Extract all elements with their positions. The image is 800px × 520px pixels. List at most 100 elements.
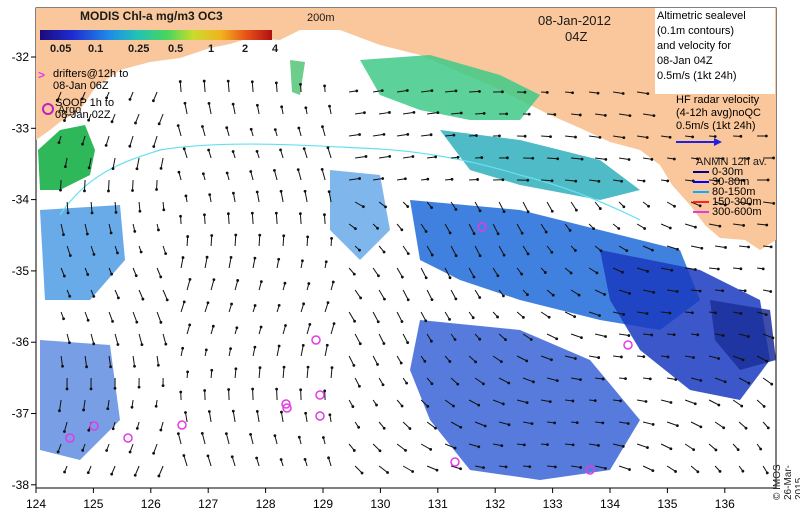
velocity-arrow-head — [501, 402, 505, 406]
velocity-arrow-head — [232, 191, 235, 195]
velocity-arrow — [402, 245, 409, 254]
velocity-arrow — [160, 157, 164, 169]
velocity-arrow — [546, 201, 553, 212]
velocity-arrow — [64, 157, 68, 167]
velocity-arrow-head — [424, 276, 428, 280]
velocity-arrow — [90, 333, 95, 344]
velocity-arrow — [474, 377, 484, 385]
velocity-arrow — [540, 311, 550, 318]
velocity-arrow-head — [448, 317, 451, 321]
velocity-arrow — [667, 289, 678, 292]
velocity-arrow-head — [622, 313, 626, 316]
velocity-arrow-head — [651, 423, 655, 426]
velocity-arrow-head — [766, 178, 770, 182]
velocity-arrow-head — [478, 296, 482, 299]
velocity-arrow — [420, 399, 429, 407]
velocity-arrow-head — [650, 333, 654, 337]
velocity-arrow-head — [182, 300, 186, 304]
velocity-arrow-head — [308, 322, 312, 326]
velocity-arrow-head — [718, 224, 722, 228]
velocity-arrow-head — [282, 234, 286, 238]
velocity-arrow — [690, 421, 702, 428]
velocity-arrow-head — [299, 388, 303, 392]
velocity-arrow — [355, 155, 367, 159]
velocity-arrow — [186, 236, 189, 247]
velocity-arrow-head — [666, 355, 670, 359]
velocity-arrow-head — [116, 296, 120, 300]
velocity-arrow-head — [134, 121, 137, 125]
velocity-arrow-head — [353, 319, 356, 323]
velocity-arrow-head — [604, 158, 608, 161]
velocity-arrow-head — [274, 81, 278, 85]
velocity-arrow-head — [280, 105, 284, 109]
velocity-arrow-head — [104, 143, 108, 147]
velocity-arrow — [90, 245, 95, 255]
velocity-arrow — [619, 333, 629, 337]
velocity-arrow — [273, 170, 278, 181]
velocity-arrow-head — [382, 426, 386, 430]
velocity-arrow-head — [543, 271, 547, 274]
velocity-arrow — [402, 465, 413, 472]
drifters-legend-line-0: drifters@12h to — [53, 68, 129, 80]
velocity-arrow-head — [186, 235, 190, 238]
velocity-arrow — [299, 213, 302, 225]
velocity-arrow-head — [113, 386, 117, 390]
velocity-arrow-head — [405, 381, 409, 385]
velocity-arrow-head — [155, 188, 158, 191]
velocity-arrow-head — [92, 252, 96, 256]
velocity-arrow — [300, 345, 304, 357]
velocity-arrow — [328, 457, 332, 467]
velocity-arrow — [450, 377, 459, 385]
velocity-arrow-head — [207, 148, 211, 152]
altimetry-legend-line-2: and velocity for — [657, 40, 731, 52]
velocity-arrow — [162, 333, 167, 345]
velocity-arrow — [546, 377, 558, 382]
velocity-arrow-head — [483, 424, 487, 428]
velocity-arrow-head — [255, 103, 259, 107]
velocity-arrow-head — [642, 179, 646, 183]
velocity-arrow-head — [646, 446, 649, 449]
velocity-arrow — [715, 245, 726, 248]
velocity-arrow — [204, 302, 209, 313]
velocity-arrow-head — [68, 341, 71, 345]
velocity-arrow — [690, 201, 701, 207]
velocity-arrow-head — [699, 379, 703, 382]
velocity-arrow — [708, 355, 719, 360]
velocity-arrow-head — [454, 89, 458, 93]
velocity-arrow-head — [426, 404, 430, 408]
y-tick-label: -36 — [12, 335, 30, 349]
velocity-arrow-head — [651, 248, 654, 252]
velocity-arrow-head — [307, 282, 311, 285]
velocity-arrow — [280, 411, 284, 423]
velocity-arrow — [565, 135, 576, 138]
velocity-arrow — [540, 355, 552, 361]
velocity-arrow-head — [326, 146, 330, 150]
velocity-arrow-head — [206, 454, 210, 458]
velocity-arrow — [474, 465, 484, 469]
velocity-arrow-head — [477, 445, 481, 449]
colorbar-tick-0: 0.05 — [50, 43, 72, 55]
velocity-arrow-head — [297, 126, 301, 130]
velocity-arrow — [469, 178, 478, 181]
velocity-arrow-head — [597, 444, 600, 447]
velocity-arrow — [469, 90, 480, 93]
velocity-arrow — [636, 223, 645, 229]
velocity-arrow-head — [208, 193, 212, 197]
velocity-arrow-head — [399, 361, 403, 365]
velocity-arrow-head — [110, 272, 114, 276]
velocity-arrow-head — [717, 403, 721, 407]
velocity-arrow-head — [666, 179, 670, 183]
velocity-arrow-head — [380, 89, 384, 93]
velocity-arrow-head — [406, 252, 410, 256]
velocity-arrow-head — [306, 235, 310, 239]
velocity-arrow — [667, 377, 676, 380]
velocity-arrow-head — [507, 423, 511, 427]
velocity-arrow — [588, 267, 598, 274]
velocity-arrow-head — [714, 311, 717, 315]
velocity-arrow — [403, 156, 413, 159]
argo-float-marker — [585, 465, 595, 475]
velocity-arrow-head — [128, 450, 132, 454]
velocity-arrow-head — [376, 363, 379, 366]
velocity-arrow-head — [109, 231, 113, 235]
velocity-arrow — [426, 289, 433, 300]
